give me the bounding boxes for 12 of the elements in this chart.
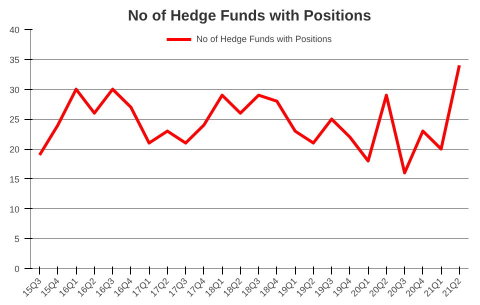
- y-tick-label: 15: [9, 174, 20, 184]
- y-tick-label: 5: [14, 234, 20, 244]
- y-tick-label: 10: [9, 204, 20, 214]
- y-tick-label: 30: [9, 84, 20, 95]
- y-tick-label: 35: [9, 54, 20, 65]
- legend-label: No of Hedge Funds with Positions: [196, 34, 332, 44]
- y-tick-label: 40: [9, 25, 20, 35]
- y-tick-label: 25: [9, 114, 20, 125]
- y-tick-label: 20: [9, 144, 20, 154]
- chart-title: No of Hedge Funds with Positions: [128, 8, 372, 24]
- y-tick-label: 0: [14, 264, 20, 274]
- line-series: [38, 64, 461, 174]
